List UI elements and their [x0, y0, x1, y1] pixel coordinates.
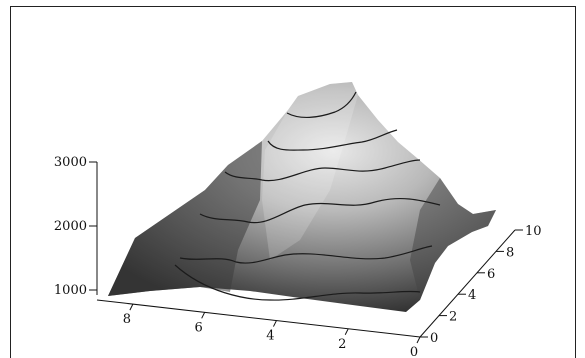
y-tick-label: 10	[525, 224, 542, 239]
x-tick-group: 8 6 4 2 0	[123, 303, 421, 358]
contour-group	[174, 91, 441, 301]
contour-line	[174, 264, 421, 301]
x-tick-mark	[344, 328, 349, 336]
surface-group	[108, 82, 496, 312]
contour-line	[267, 129, 398, 151]
axes-group	[96, 162, 516, 338]
x-tick-label: 0	[410, 345, 418, 358]
x-tick-mark	[129, 303, 134, 311]
x-tick-label: 6	[195, 320, 203, 335]
x-tick-label: 2	[338, 337, 346, 352]
x-tick-mark	[272, 320, 277, 327]
z-tick-label: 3000	[54, 155, 87, 170]
y-tick-label: 4	[468, 288, 476, 303]
y-tick-label: 8	[506, 245, 514, 260]
z-tick-label: 1000	[54, 283, 87, 298]
contour-line	[179, 245, 433, 264]
x-tick-mark	[416, 336, 421, 344]
y-tick-label: 2	[449, 310, 457, 325]
x-tick-label: 4	[266, 329, 274, 344]
x-tick-label: 8	[123, 312, 131, 327]
y-tick-label: 0	[430, 331, 438, 346]
z-tick-group: 1000 2000 3000	[54, 155, 97, 298]
surface-right-flank	[410, 178, 496, 300]
x-tick-mark	[201, 312, 206, 319]
y-axis-line	[419, 229, 516, 338]
x-axis-line	[96, 299, 421, 338]
surface-left-flank	[108, 141, 262, 296]
contour-line	[224, 159, 421, 182]
y-tick-label: 6	[487, 267, 495, 282]
z-tick-label: 2000	[54, 219, 87, 234]
contour-line	[286, 91, 357, 118]
contour-line	[199, 197, 441, 224]
